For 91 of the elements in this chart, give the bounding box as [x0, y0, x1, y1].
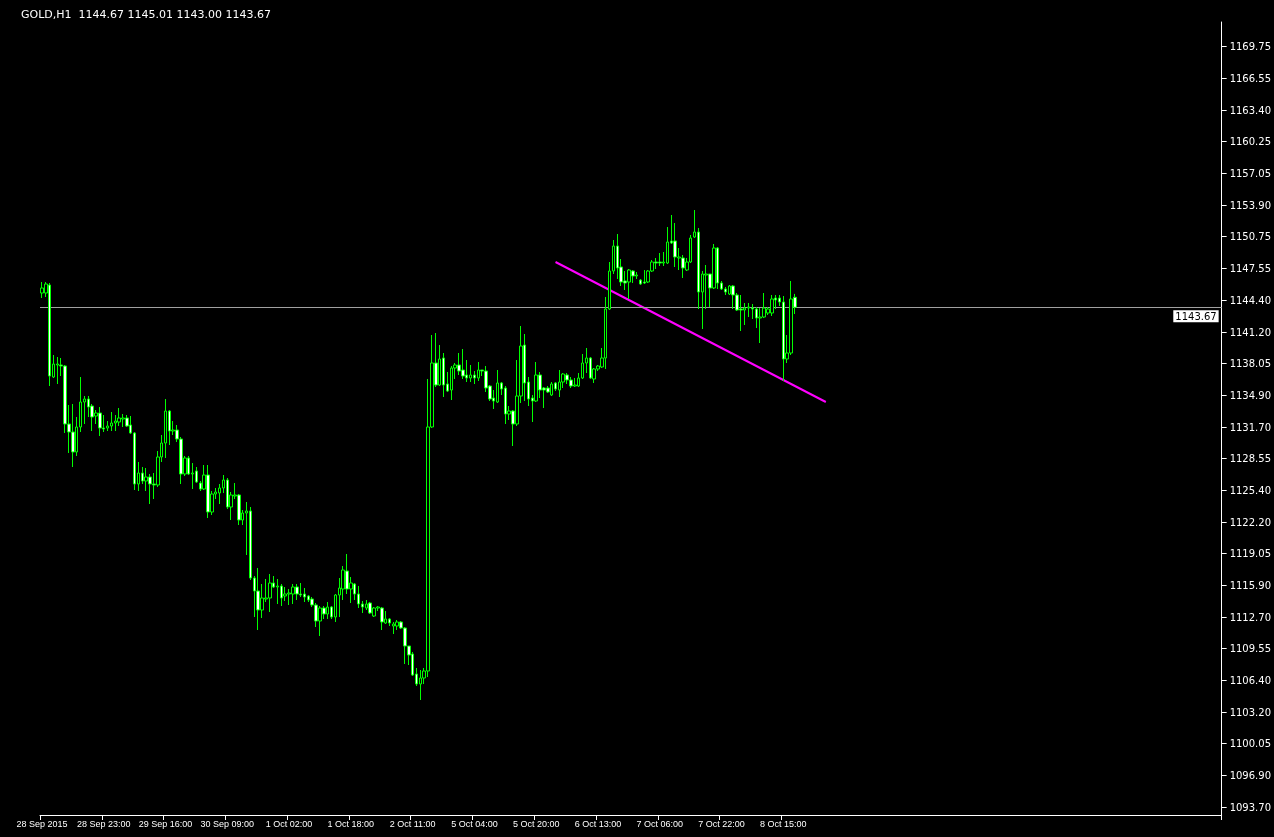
y-tick-label: 1160.25 — [1229, 136, 1272, 147]
candlestick — [268, 573, 272, 613]
y-tick-label: 1166.55 — [1229, 73, 1272, 84]
y-tick-label: 1103.20 — [1229, 706, 1272, 718]
candlestick — [380, 606, 384, 631]
candlestick — [565, 372, 569, 385]
candlestick — [716, 246, 719, 290]
candlestick — [326, 601, 329, 620]
candlestick — [658, 252, 662, 267]
candlestick — [40, 281, 44, 299]
candlestick — [643, 269, 646, 285]
y-tick-label: 1169.75 — [1229, 41, 1272, 52]
candlestick — [71, 403, 75, 468]
x-tick-label: 5 Oct 04:00 — [451, 818, 498, 829]
x-tick-label: 29 Sep 16:00 — [138, 818, 193, 829]
y-tick-label: 1163.40 — [1229, 104, 1272, 116]
candlestick — [357, 585, 360, 609]
candlestick — [739, 294, 743, 332]
y-tick-label: 1125.40 — [1229, 484, 1272, 496]
candlestick — [318, 605, 322, 637]
y-tick-label: 1096.90 — [1229, 769, 1272, 781]
candlestick — [110, 411, 113, 432]
x-tick-label: 7 Oct 22:00 — [698, 818, 745, 829]
x-tick-label: 7 Oct 06:00 — [636, 818, 684, 829]
y-tick-label: 1138.05 — [1229, 358, 1272, 369]
ref-line-label: 1143.67 — [1175, 310, 1217, 322]
candlestick — [56, 356, 59, 385]
x-tick-label: 28 Sep 23:00 — [76, 818, 131, 829]
y-tick-label: 1141.20 — [1229, 326, 1272, 338]
candlestick — [303, 587, 306, 603]
x-tick-label: 6 Oct 13:00 — [574, 818, 622, 829]
x-tick-label: 2 Oct 11:00 — [389, 818, 436, 829]
candlestick — [770, 294, 774, 317]
x-tick-label: 30 Sep 09:00 — [200, 818, 255, 829]
candlestick — [280, 583, 283, 607]
candlestick — [48, 282, 51, 387]
x-tick-label: 1 Oct 18:00 — [327, 818, 375, 829]
candlestick — [419, 669, 422, 701]
candlestick — [450, 365, 453, 401]
candlestick — [368, 601, 372, 615]
x-tick-label: 8 Oct 15:00 — [760, 818, 807, 829]
candlestick — [395, 619, 399, 631]
candlestick — [558, 369, 561, 398]
candlestick — [365, 599, 368, 611]
y-tick-label: 1100.05 — [1229, 738, 1272, 749]
candlestick — [283, 586, 287, 602]
y-tick-label: 1134.90 — [1229, 389, 1272, 401]
candlestick — [635, 271, 638, 280]
candlestick — [256, 567, 260, 631]
candlestick — [295, 583, 299, 601]
x-tick-label: 1 Oct 02:00 — [265, 818, 313, 829]
candlestick — [457, 352, 461, 376]
y-tick-label: 1122.20 — [1229, 516, 1272, 528]
y-tick-label: 1109.55 — [1229, 643, 1272, 654]
candlestick — [731, 284, 735, 310]
y-tick-label: 1112.70 — [1229, 611, 1272, 623]
candlestick — [782, 295, 785, 382]
candlestick — [287, 588, 291, 606]
y-tick-label: 1119.05 — [1229, 548, 1272, 559]
y-tick-label: 1093.70 — [1229, 801, 1272, 813]
y-tick-label: 1144.40 — [1229, 294, 1272, 306]
y-tick-label: 1147.55 — [1229, 263, 1272, 274]
candlestick — [477, 361, 480, 382]
y-tick-label: 1128.55 — [1229, 453, 1272, 464]
y-tick-label: 1153.90 — [1229, 199, 1272, 211]
y-tick-label: 1157.05 — [1229, 168, 1272, 179]
candlestick — [573, 377, 577, 388]
y-tick-label: 1115.90 — [1229, 579, 1272, 591]
candlestick — [392, 621, 395, 635]
candlestick — [276, 578, 279, 605]
candlestick — [569, 376, 573, 389]
y-tick-label: 1131.70 — [1229, 421, 1272, 433]
candlestick — [627, 268, 631, 300]
candlestick — [504, 385, 507, 425]
y-tick-label: 1106.40 — [1229, 674, 1272, 686]
candlestick — [98, 406, 102, 437]
candlestick — [164, 398, 167, 459]
x-tick-label: 28 Sep 2015 — [16, 818, 68, 829]
candlestick — [299, 582, 302, 598]
candlestick — [654, 257, 658, 270]
candlestick — [461, 348, 465, 380]
y-tick-label: 1150.75 — [1229, 231, 1272, 242]
candlestick — [291, 583, 295, 605]
candlestick — [117, 407, 121, 427]
line-series — [554, 261, 827, 403]
candlestick — [206, 464, 210, 519]
x-tick-label: 5 Oct 20:00 — [512, 818, 560, 829]
candlestick — [372, 606, 376, 618]
candlestick — [550, 381, 553, 397]
candlestick — [469, 364, 472, 383]
chart-title: GOLD,H1 1144.67 1145.01 1143.00 1143.67 — [21, 8, 271, 21]
